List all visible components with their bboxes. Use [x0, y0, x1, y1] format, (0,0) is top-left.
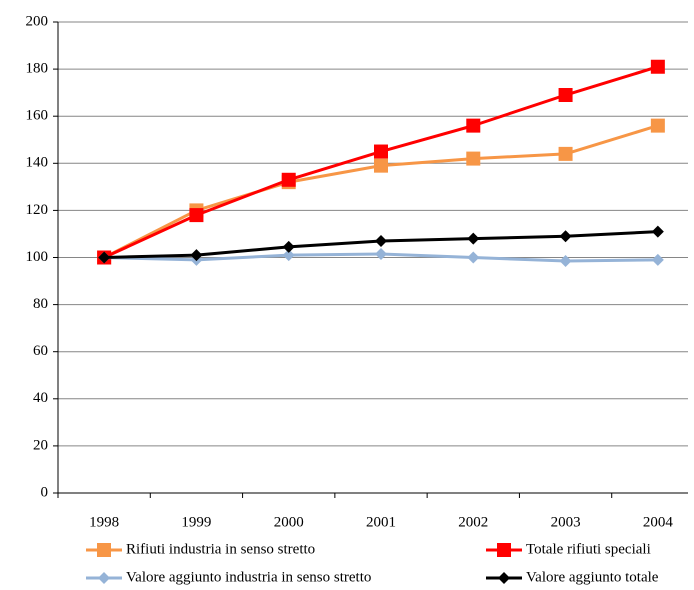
marker: [650, 118, 665, 133]
y-tick-label: 0: [41, 484, 49, 500]
y-tick-label: 120: [26, 202, 49, 218]
legend-label: Valore aggiunto industria in senso stret…: [126, 569, 371, 585]
marker: [98, 572, 110, 584]
x-tick-label: 1999: [181, 514, 211, 530]
y-tick-label: 180: [26, 61, 49, 77]
y-tick-label: 140: [26, 155, 49, 171]
marker: [498, 572, 510, 584]
legend-label: Totale rifiuti speciali: [526, 541, 651, 557]
x-tick-label: 2001: [366, 514, 396, 530]
marker: [558, 146, 573, 161]
marker: [375, 235, 387, 248]
y-tick-label: 60: [33, 343, 48, 359]
legend-label: Rifiuti industria in senso stretto: [126, 541, 315, 557]
marker: [559, 255, 572, 268]
marker: [466, 118, 481, 133]
x-tick-label: 2003: [551, 514, 581, 530]
marker: [497, 543, 511, 557]
y-tick-label: 100: [26, 249, 49, 265]
marker: [282, 249, 295, 262]
marker: [190, 249, 203, 262]
marker: [650, 59, 665, 74]
x-tick-label: 2000: [274, 514, 304, 530]
legend-label: Valore aggiunto totale: [526, 569, 659, 585]
marker: [189, 208, 204, 223]
x-tick-label: 1998: [89, 514, 119, 530]
marker: [374, 158, 388, 173]
y-tick-label: 200: [26, 13, 49, 29]
marker: [98, 251, 111, 264]
x-tick-label: 2002: [458, 514, 488, 530]
marker: [97, 543, 111, 557]
marker: [466, 151, 481, 166]
y-tick-label: 20: [33, 437, 48, 453]
y-tick-label: 160: [26, 108, 49, 124]
marker: [282, 240, 295, 253]
marker: [467, 232, 480, 245]
marker: [374, 144, 388, 159]
marker: [559, 230, 572, 243]
marker: [651, 225, 664, 238]
y-tick-label: 80: [33, 296, 48, 312]
marker: [281, 172, 296, 187]
marker: [651, 253, 664, 266]
marker: [558, 88, 573, 103]
marker: [467, 251, 480, 264]
x-tick-label: 2004: [643, 514, 674, 530]
y-tick-label: 40: [33, 390, 48, 406]
marker: [375, 247, 387, 260]
